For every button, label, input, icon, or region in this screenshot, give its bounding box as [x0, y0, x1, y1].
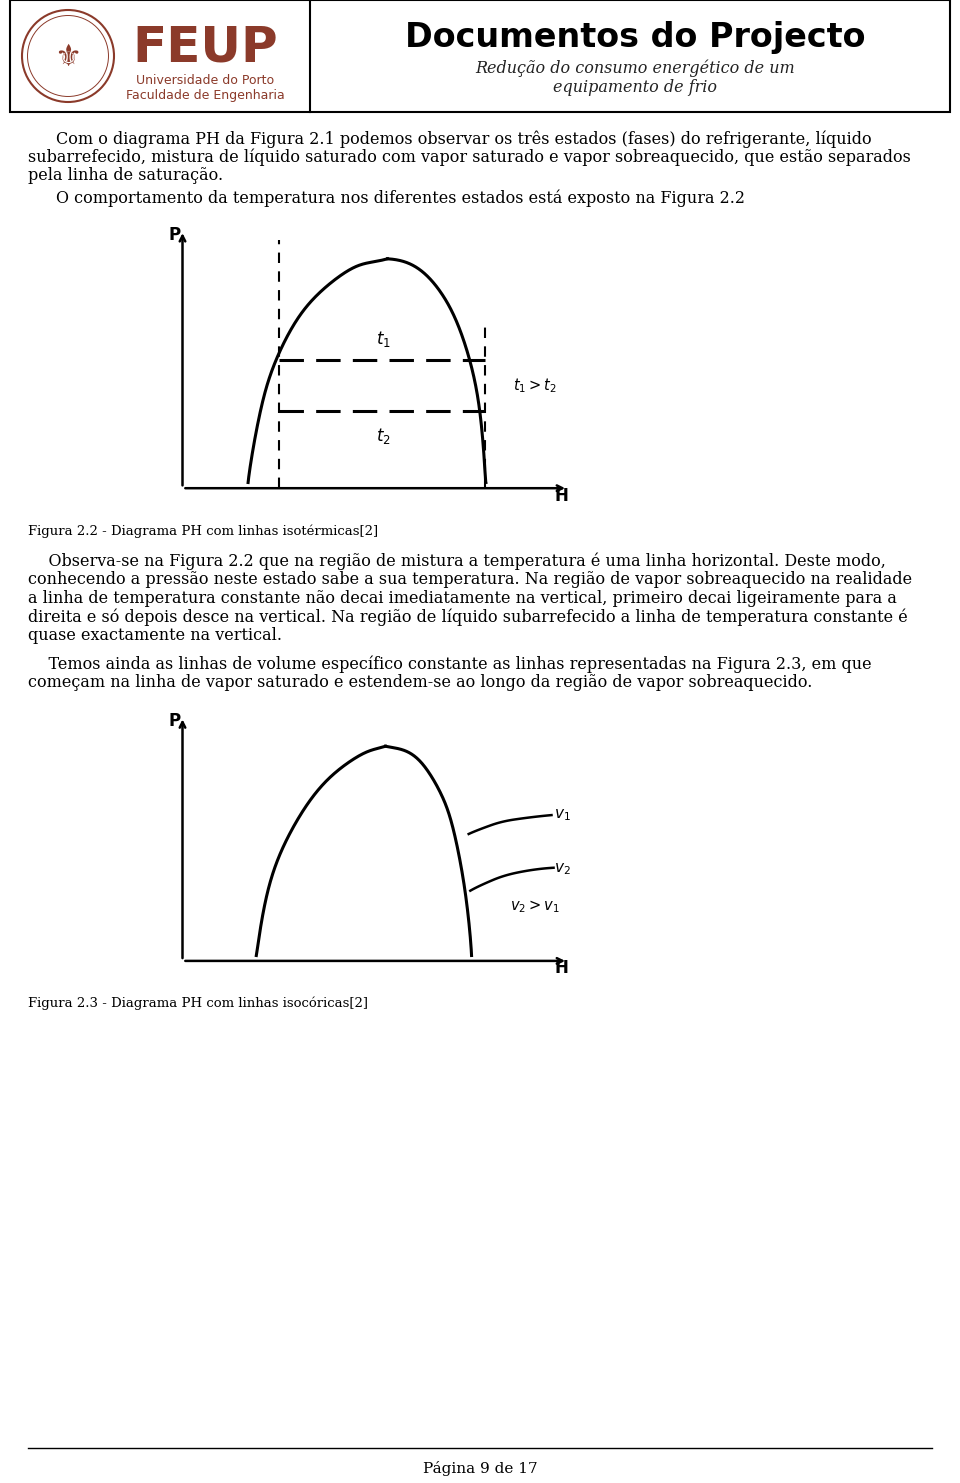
Text: $t_1$: $t_1$: [376, 329, 391, 349]
Text: FEUP: FEUP: [132, 24, 277, 73]
Text: $v_2$: $v_2$: [554, 862, 570, 876]
Text: direita e só depois desce na vertical. Na região de líquido subarrefecido a linh: direita e só depois desce na vertical. N…: [28, 608, 908, 626]
Text: $v_1$: $v_1$: [554, 807, 570, 823]
Text: $t_2$: $t_2$: [376, 426, 391, 445]
Text: $v_2 > v_1$: $v_2 > v_1$: [510, 899, 560, 915]
Text: Temos ainda as linhas de volume específico constante as linhas representadas na : Temos ainda as linhas de volume específi…: [28, 655, 872, 673]
Text: começam na linha de vapor saturado e estendem-se ao longo da região de vapor sob: começam na linha de vapor saturado e est…: [28, 673, 812, 691]
Text: Universidade do Porto: Universidade do Porto: [136, 74, 274, 86]
Text: ⚜: ⚜: [55, 43, 82, 73]
Text: H: H: [555, 960, 568, 977]
Text: equipamento de frio: equipamento de frio: [553, 80, 717, 96]
Text: Faculdade de Engenharia: Faculdade de Engenharia: [126, 89, 284, 102]
Text: $t_1 > t_2$: $t_1 > t_2$: [514, 377, 557, 394]
Text: P: P: [168, 225, 180, 243]
Text: Figura 2.2 - Diagrama PH com linhas isotérmicas[2]: Figura 2.2 - Diagrama PH com linhas isot…: [28, 525, 378, 538]
Text: Observa-se na Figura 2.2 que na região de mistura a temperatura é uma linha hori: Observa-se na Figura 2.2 que na região d…: [28, 553, 886, 571]
Text: P: P: [168, 712, 180, 730]
Text: Documentos do Projecto: Documentos do Projecto: [405, 21, 865, 55]
Text: Redução do consumo energético de um: Redução do consumo energético de um: [475, 59, 795, 77]
Text: conhecendo a pressão neste estado sabe a sua temperatura. Na região de vapor sob: conhecendo a pressão neste estado sabe a…: [28, 571, 912, 589]
Text: Com o diagrama PH da Figura 2.1 podemos observar os três estados (fases) do refr: Com o diagrama PH da Figura 2.1 podemos …: [56, 131, 872, 147]
Text: a linha de temperatura constante não decai imediatamente na vertical, primeiro d: a linha de temperatura constante não dec…: [28, 590, 897, 607]
Text: Página 9 de 17: Página 9 de 17: [422, 1461, 538, 1476]
Text: pela linha de saturação.: pela linha de saturação.: [28, 168, 223, 184]
Text: Figura 2.3 - Diagrama PH com linhas isocóricas[2]: Figura 2.3 - Diagrama PH com linhas isoc…: [28, 997, 368, 1010]
Text: H: H: [555, 486, 568, 506]
Text: subarrefecido, mistura de líquido saturado com vapor saturado e vapor sobreaquec: subarrefecido, mistura de líquido satura…: [28, 148, 911, 166]
Text: O comportamento da temperatura nos diferentes estados está exposto na Figura 2.2: O comportamento da temperatura nos difer…: [56, 190, 745, 208]
Text: quase exactamente na vertical.: quase exactamente na vertical.: [28, 627, 282, 644]
Bar: [10, 0, 950, 113]
